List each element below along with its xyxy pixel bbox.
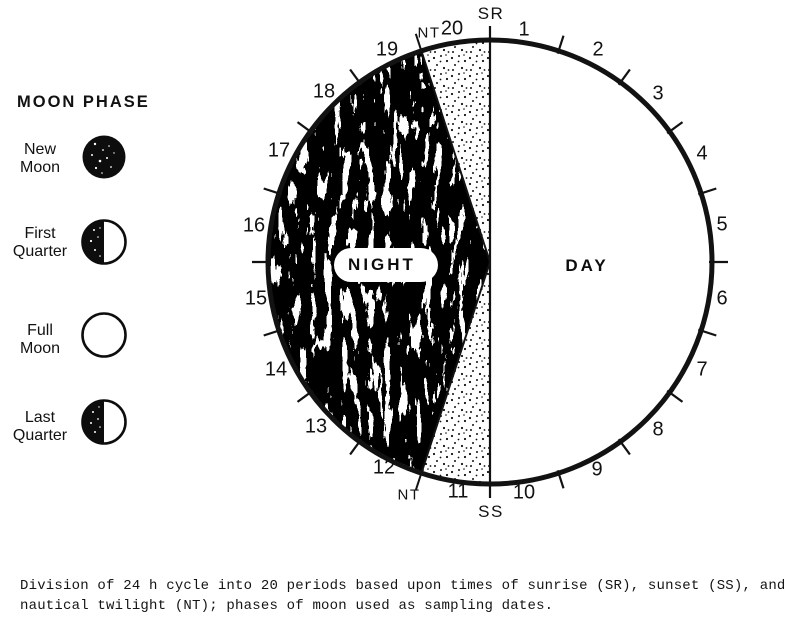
dial-diagram [252,26,728,498]
day-label: DAY [565,256,609,275]
period-label-19: 19 [375,38,399,61]
nautical-twilight-label-bottom: NT [397,486,421,504]
legend-label-full-moon: Full Moon [19,322,61,357]
nautical-twilight-line-bottom [414,261,491,491]
period-label-3: 3 [652,82,664,105]
tick-marks [252,35,728,489]
period-label-16: 16 [242,214,266,237]
legend-title: MOON PHASE [17,93,150,111]
period-label-18: 18 [312,80,336,103]
period-label-10: 10 [512,481,536,504]
period-label-4: 4 [696,142,708,165]
period-label-15: 15 [244,287,268,310]
first-quarter-icon [81,219,127,265]
period-label-1: 1 [518,18,530,41]
period-label-2: 2 [592,38,604,61]
legend-label-new-moon: New Moon [19,141,61,176]
legend-label-first-quarter: First Quarter [12,225,68,260]
period-label-17: 17 [267,139,291,162]
period-label-6: 6 [716,287,728,310]
new-moon-icon [82,135,126,179]
period-label-11: 11 [447,480,469,503]
night-label: NIGHT [348,255,416,274]
caption-line-2: nautical twilight (NT); phases of moon u… [20,598,554,614]
sunset-label: SS [478,502,504,521]
period-label-13: 13 [304,415,328,438]
period-label-14: 14 [264,358,288,381]
period-label-7: 7 [696,358,708,381]
sunrise-label: SR [477,4,505,23]
nautical-twilight-label-top: NT [417,24,441,42]
period-label-5: 5 [716,213,728,236]
period-label-20: 20 [440,17,464,40]
period-label-9: 9 [591,458,603,481]
night-label-background [334,248,438,282]
full-moon-icon [81,312,127,358]
nautical-twilight-line-top [414,33,491,263]
figure-caption: Division of 24 h cycle into 20 periods b… [20,576,800,616]
period-label-8: 8 [652,418,664,441]
legend-label-last-quarter: Last Quarter [12,409,68,444]
last-quarter-icon [81,399,127,445]
caption-line-1: Division of 24 h cycle into 20 periods b… [20,578,786,594]
period-label-12: 12 [372,456,396,479]
